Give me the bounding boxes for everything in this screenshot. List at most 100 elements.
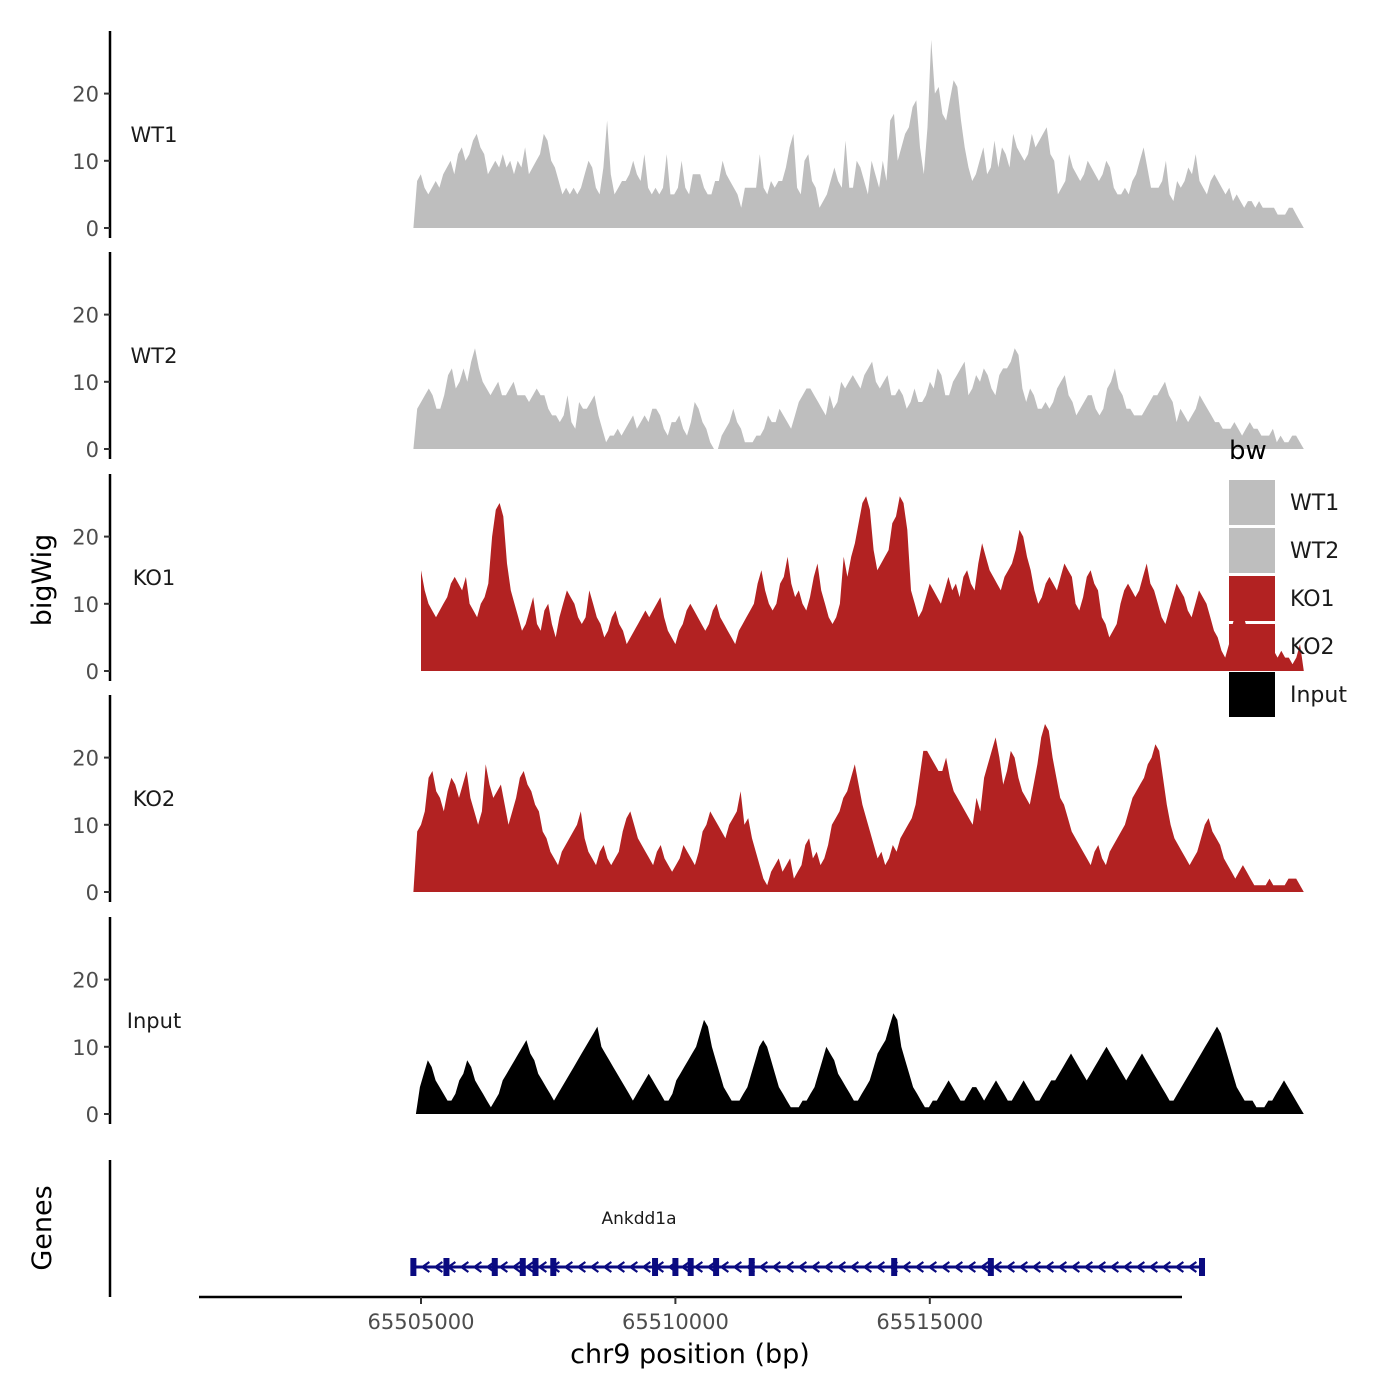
strand-arrow <box>914 1261 925 1273</box>
strand-arrow <box>1174 1261 1185 1273</box>
exon-mark <box>987 1258 994 1276</box>
exon-mark <box>891 1258 898 1276</box>
legend-swatch <box>1229 672 1275 717</box>
strand-arrow <box>940 1261 951 1273</box>
exon-mark <box>652 1258 659 1276</box>
y-tick-label: 20 <box>72 304 99 328</box>
strand-arrow <box>433 1261 444 1273</box>
y-tick-label: 10 <box>72 371 99 395</box>
y-tick-label: 0 <box>86 438 99 462</box>
strand-arrow <box>1109 1261 1120 1273</box>
legend-entry-wt1: WT1 <box>1229 480 1339 525</box>
legend-entry-ko1: KO1 <box>1229 576 1335 621</box>
legend-entry-ko2: KO2 <box>1229 624 1335 669</box>
track-ko1: 0 10 20 KO1 <box>72 474 1304 684</box>
y-tick-label: 10 <box>72 814 99 838</box>
legend-label: WT2 <box>1290 539 1339 564</box>
track-ko2: 0 10 20 KO2 <box>72 695 1304 905</box>
y-tick-label: 0 <box>86 660 99 684</box>
strand-arrow <box>1044 1261 1055 1273</box>
strand-arrow <box>589 1261 600 1273</box>
y-tick-label: 0 <box>86 881 99 905</box>
strand-arrow <box>1161 1261 1172 1273</box>
y-tick-label: 0 <box>86 217 99 241</box>
strand-arrow <box>511 1261 522 1273</box>
legend-swatch <box>1229 576 1275 621</box>
legend-label: WT1 <box>1290 491 1339 516</box>
strand-arrow <box>862 1261 873 1273</box>
strand-arrow <box>537 1261 548 1273</box>
track-label: WT2 <box>131 344 178 368</box>
strand-arrow <box>628 1261 639 1273</box>
y-tick-label: 20 <box>72 969 99 993</box>
y-tick-label: 0 <box>86 1103 99 1127</box>
exon-mark <box>519 1258 526 1276</box>
strand-arrow <box>693 1261 704 1273</box>
strand-arrow <box>1135 1261 1146 1273</box>
gene-label: Ankdd1a <box>601 1209 676 1229</box>
strand-arrow <box>1057 1261 1068 1273</box>
track-label: KO2 <box>133 787 176 811</box>
strand-arrow <box>966 1261 977 1273</box>
strand-arrow <box>1005 1261 1016 1273</box>
coverage-area-wt2 <box>413 348 1304 449</box>
exon-mark <box>532 1258 539 1276</box>
exon-mark <box>550 1258 557 1276</box>
strand-arrow <box>524 1261 535 1273</box>
strand-arrow <box>1122 1261 1133 1273</box>
x-axis: 65505000 65510000 65515000 <box>199 1295 1182 1334</box>
strand-arrow <box>680 1261 691 1273</box>
gene-ankdd1a <box>410 1258 1206 1276</box>
strand-arrow <box>1083 1261 1094 1273</box>
exon-mark <box>1199 1258 1206 1276</box>
strand-arrow <box>615 1261 626 1273</box>
strand-arrow <box>498 1261 509 1273</box>
strand-arrow <box>732 1261 743 1273</box>
strand-arrow <box>771 1261 782 1273</box>
strand-arrow <box>953 1261 964 1273</box>
track-wt1: 0 10 20 WT1 <box>72 31 1304 241</box>
strand-arrow <box>1096 1261 1107 1273</box>
y-tick-label: 20 <box>72 747 99 771</box>
x-tick-label: 65505000 <box>368 1310 475 1334</box>
strand-arrow <box>836 1261 847 1273</box>
legend: bw WT1 WT2 KO1 KO2 Input <box>1229 436 1347 717</box>
strand-arrow <box>420 1261 431 1273</box>
track-label: KO1 <box>133 566 176 590</box>
y-tick-label: 20 <box>72 526 99 550</box>
y-tick-label: 10 <box>72 1036 99 1060</box>
strand-arrow <box>1148 1261 1159 1273</box>
strand-arrow <box>823 1261 834 1273</box>
legend-swatch <box>1229 480 1275 525</box>
strand-arrow <box>472 1261 483 1273</box>
y-tick-label: 10 <box>72 593 99 617</box>
strand-arrow <box>1031 1261 1042 1273</box>
exon-mark <box>672 1258 679 1276</box>
strand-arrow <box>758 1261 769 1273</box>
strand-arrow <box>563 1261 574 1273</box>
strand-arrow <box>1018 1261 1029 1273</box>
y-tick-label: 10 <box>72 150 99 174</box>
legend-entry-input: Input <box>1229 672 1347 717</box>
strand-arrow <box>706 1261 717 1273</box>
genes-panel: Ankdd1a <box>108 1160 1206 1297</box>
exon-mark <box>443 1258 450 1276</box>
track-wt2: 0 10 20 WT2 <box>72 252 1304 462</box>
exon-mark <box>748 1258 755 1276</box>
legend-label: Input <box>1290 683 1347 708</box>
exon-mark <box>713 1258 720 1276</box>
strand-arrow <box>797 1261 808 1273</box>
strand-arrow <box>979 1261 990 1273</box>
strand-arrow <box>1187 1261 1198 1273</box>
coverage-area-ko2 <box>413 724 1304 892</box>
legend-swatch <box>1229 528 1275 573</box>
coverage-area-wt1 <box>413 39 1304 228</box>
strand-arrow <box>875 1261 886 1273</box>
y-tick-label: 20 <box>72 83 99 107</box>
exon-mark <box>410 1258 417 1276</box>
legend-entry-wt2: WT2 <box>1229 528 1339 573</box>
strand-arrow <box>849 1261 860 1273</box>
coverage-area-input <box>415 1013 1304 1114</box>
x-tick-label: 65510000 <box>622 1310 729 1334</box>
